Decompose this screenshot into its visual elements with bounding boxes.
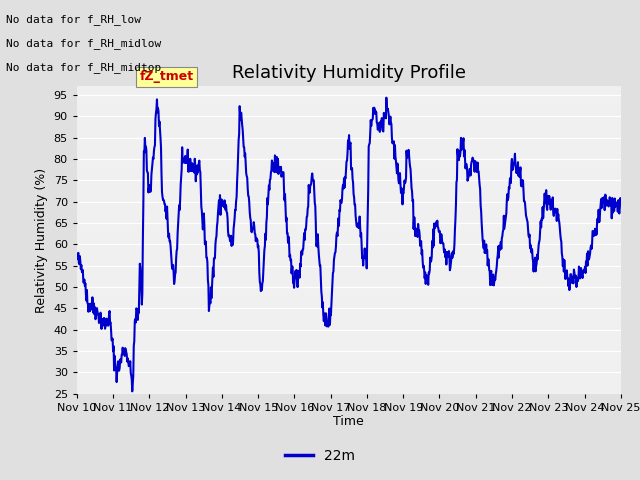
Y-axis label: Relativity Humidity (%): Relativity Humidity (%) <box>35 168 48 312</box>
Title: Relativity Humidity Profile: Relativity Humidity Profile <box>232 64 466 82</box>
Legend: 22m: 22m <box>280 443 360 468</box>
Text: fZ_tmet: fZ_tmet <box>140 71 193 84</box>
Text: No data for f_RH_midtop: No data for f_RH_midtop <box>6 62 162 73</box>
X-axis label: Time: Time <box>333 415 364 429</box>
Text: No data for f_RH_midlow: No data for f_RH_midlow <box>6 38 162 49</box>
Text: No data for f_RH_low: No data for f_RH_low <box>6 14 141 25</box>
